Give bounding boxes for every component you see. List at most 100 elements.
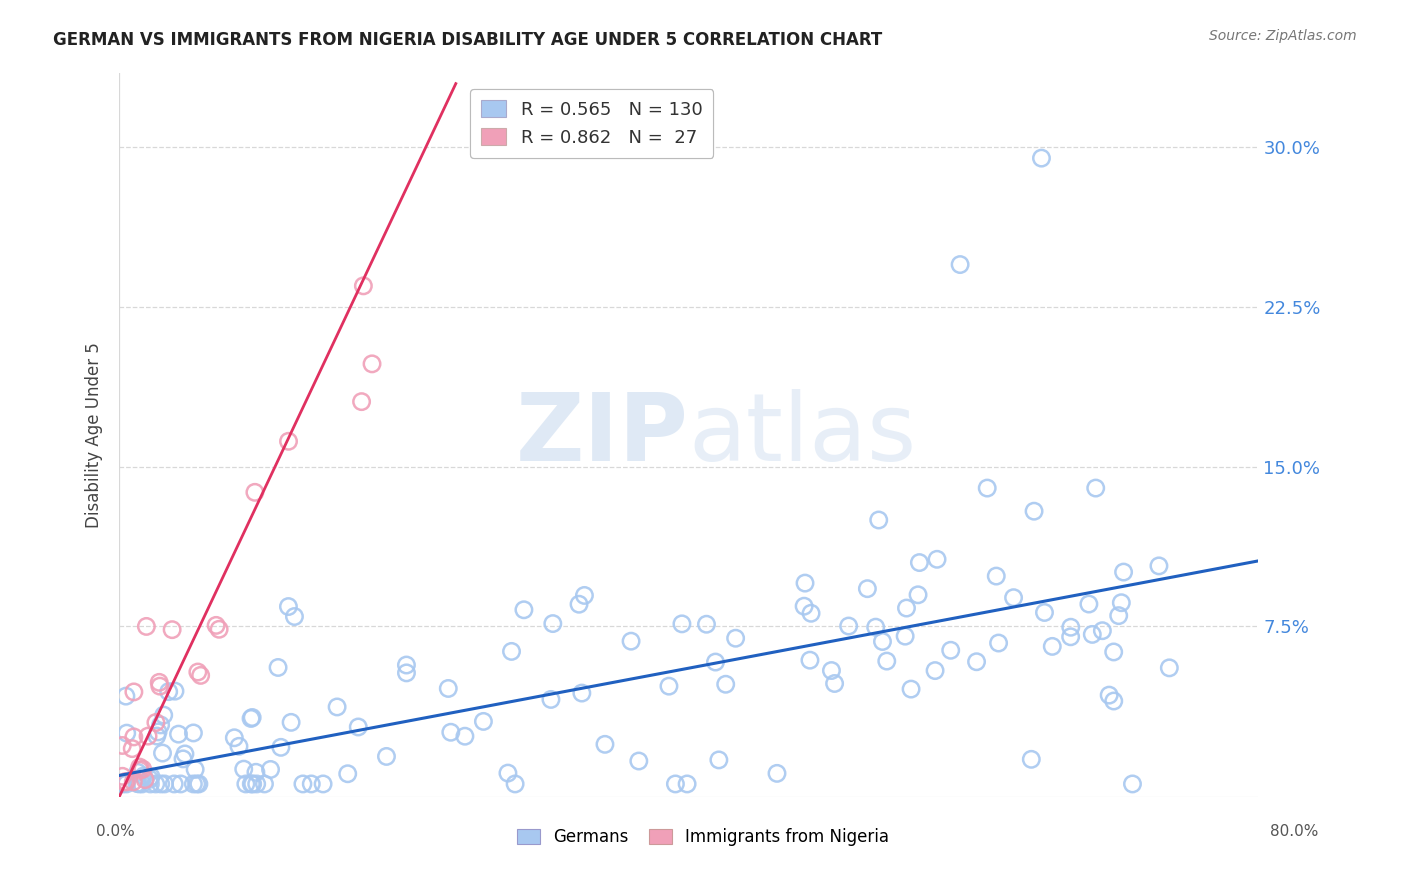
Point: [695, 617, 717, 632]
Point: [574, 589, 596, 603]
Point: [283, 609, 305, 624]
Point: [270, 740, 292, 755]
Point: [115, 774, 138, 789]
Point: [326, 700, 349, 714]
Point: [135, 619, 157, 633]
Point: [122, 685, 145, 699]
Point: [157, 684, 180, 698]
Point: [896, 601, 918, 615]
Point: [139, 777, 162, 791]
Point: [872, 634, 894, 648]
Point: [658, 679, 681, 693]
Point: [184, 763, 207, 777]
Point: [900, 682, 922, 697]
Point: [224, 731, 246, 745]
Point: [704, 655, 727, 669]
Point: [1091, 624, 1114, 638]
Point: [121, 741, 143, 756]
Point: [312, 777, 335, 791]
Point: [876, 654, 898, 668]
Point: [395, 665, 418, 680]
Point: [793, 599, 815, 614]
Point: [145, 777, 167, 791]
Point: [152, 746, 174, 760]
Point: [347, 720, 370, 734]
Point: [1108, 608, 1130, 623]
Point: [235, 777, 257, 791]
Point: [1102, 645, 1125, 659]
Point: [1121, 777, 1143, 791]
Text: Source: ZipAtlas.com: Source: ZipAtlas.com: [1209, 29, 1357, 43]
Point: [1098, 688, 1121, 702]
Point: [111, 739, 134, 753]
Point: [115, 726, 138, 740]
Point: [174, 747, 197, 761]
Point: [115, 777, 138, 791]
Point: [299, 777, 322, 791]
Point: [172, 752, 194, 766]
Point: [149, 718, 172, 732]
Point: [794, 576, 817, 591]
Point: [259, 763, 281, 777]
Point: [1022, 504, 1045, 518]
Point: [160, 623, 183, 637]
Point: [146, 729, 169, 743]
Point: [1111, 596, 1133, 610]
Point: [924, 664, 946, 678]
Point: [800, 607, 823, 621]
Point: [187, 665, 209, 679]
Point: [1040, 640, 1063, 654]
Point: [593, 737, 616, 751]
Point: [1081, 627, 1104, 641]
Point: [240, 710, 263, 724]
Point: [277, 599, 299, 614]
Point: [131, 777, 153, 791]
Point: [127, 765, 149, 780]
Point: [149, 679, 172, 693]
Point: [246, 777, 269, 791]
Text: 0.0%: 0.0%: [96, 824, 135, 838]
Point: [245, 765, 267, 780]
Point: [671, 616, 693, 631]
Point: [824, 676, 846, 690]
Point: [242, 777, 264, 791]
Point: [856, 582, 879, 596]
Point: [1159, 661, 1181, 675]
Point: [472, 714, 495, 729]
Point: [187, 777, 209, 791]
Point: [146, 725, 169, 739]
Point: [868, 513, 890, 527]
Point: [350, 394, 373, 409]
Point: [163, 684, 186, 698]
Point: [145, 715, 167, 730]
Point: [1060, 620, 1083, 634]
Point: [114, 774, 136, 789]
Point: [148, 675, 170, 690]
Point: [149, 777, 172, 791]
Point: [277, 434, 299, 449]
Point: [122, 730, 145, 744]
Point: [664, 777, 686, 791]
Point: [838, 619, 860, 633]
Point: [513, 603, 536, 617]
Point: [128, 777, 150, 791]
Point: [1002, 591, 1025, 605]
Point: [136, 729, 159, 743]
Point: [501, 644, 523, 658]
Point: [132, 769, 155, 783]
Text: atlas: atlas: [689, 389, 917, 481]
Point: [707, 753, 730, 767]
Point: [1077, 597, 1099, 611]
Point: [170, 777, 193, 791]
Point: [766, 766, 789, 780]
Point: [132, 762, 155, 776]
Legend: R = 0.565   N = 130, R = 0.862   N =  27: R = 0.565 N = 130, R = 0.862 N = 27: [470, 89, 713, 158]
Point: [1021, 752, 1043, 766]
Point: [571, 686, 593, 700]
Text: 80.0%: 80.0%: [1271, 824, 1319, 838]
Point: [454, 729, 477, 743]
Point: [503, 777, 526, 791]
Point: [865, 620, 887, 634]
Point: [232, 762, 254, 776]
Point: [1031, 151, 1053, 165]
